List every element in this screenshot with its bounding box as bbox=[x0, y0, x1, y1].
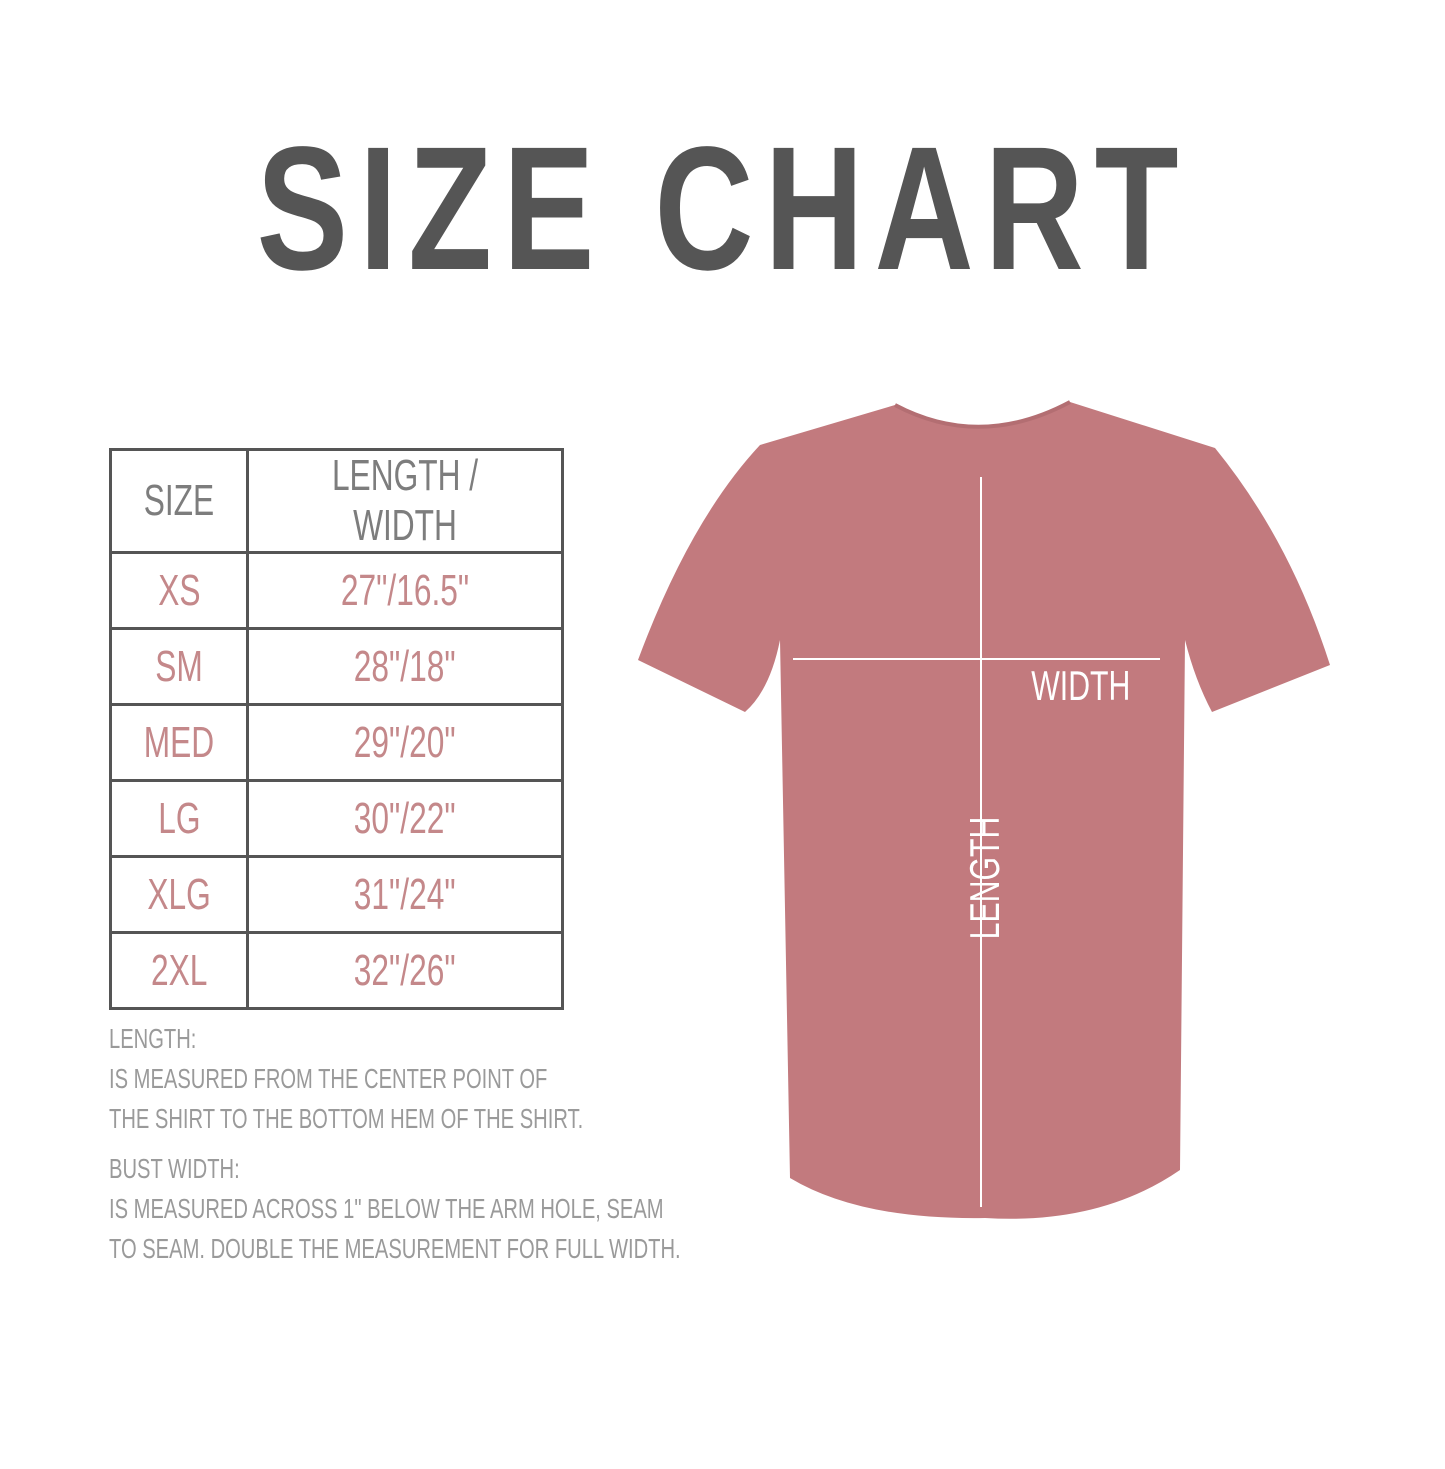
tshirt-shape bbox=[638, 402, 1330, 1219]
width-note-title: BUST WIDTH: bbox=[109, 1153, 240, 1184]
width-note-line: TO SEAM. DOUBLE THE MEASUREMENT FOR FULL… bbox=[109, 1233, 681, 1264]
table-row: MED 29"/20" bbox=[109, 703, 564, 782]
table-row: SM 28"/18" bbox=[109, 627, 564, 706]
size-table: SIZE LENGTH / WIDTH XS 27"/16.5" SM 28"/18… bbox=[109, 448, 564, 1010]
table-row: 2XL 32"/26" bbox=[109, 931, 564, 1010]
size-cell: LG bbox=[157, 793, 201, 843]
length-note: LENGTH: IS MEASURED FROM THE CENTER POIN… bbox=[109, 1019, 768, 1139]
measure-cell: 30"/22" bbox=[354, 793, 456, 843]
measure-cell: 27"/16.5" bbox=[340, 565, 470, 615]
size-cell: MED bbox=[143, 717, 215, 767]
size-cell: XS bbox=[157, 565, 201, 615]
length-note-line: THE SHIRT TO THE BOTTOM HEM OF THE SHIRT… bbox=[109, 1103, 584, 1134]
measure-cell: 32"/26" bbox=[354, 945, 456, 995]
length-note-line: IS MEASURED FROM THE CENTER POINT OF bbox=[109, 1063, 548, 1094]
table-row: XS 27"/16.5" bbox=[109, 551, 564, 630]
header-length-width: LENGTH / WIDTH bbox=[331, 451, 479, 550]
size-cell: SM bbox=[155, 641, 203, 691]
table-header: SIZE LENGTH / WIDTH bbox=[109, 448, 564, 554]
size-cell: 2XL bbox=[150, 945, 208, 995]
header-size: SIZE bbox=[143, 476, 215, 525]
table-row: XLG 31"/24" bbox=[109, 855, 564, 934]
measure-cell: 28"/18" bbox=[354, 641, 456, 691]
table-row: LG 30"/22" bbox=[109, 779, 564, 858]
width-note-line: IS MEASURED ACROSS 1" BELOW THE ARM HOLE… bbox=[109, 1193, 664, 1224]
length-label: LENGTH bbox=[961, 816, 1009, 940]
tshirt-collar bbox=[894, 400, 1071, 429]
size-cell: XLG bbox=[147, 869, 211, 919]
page-title: SIZE CHART bbox=[256, 111, 1189, 307]
length-note-title: LENGTH: bbox=[109, 1023, 197, 1054]
measure-cell: 31"/24" bbox=[354, 869, 456, 919]
width-label: WIDTH bbox=[1031, 662, 1131, 709]
measure-cell: 29"/20" bbox=[354, 717, 456, 767]
width-note: BUST WIDTH: IS MEASURED ACROSS 1" BELOW … bbox=[109, 1149, 903, 1269]
